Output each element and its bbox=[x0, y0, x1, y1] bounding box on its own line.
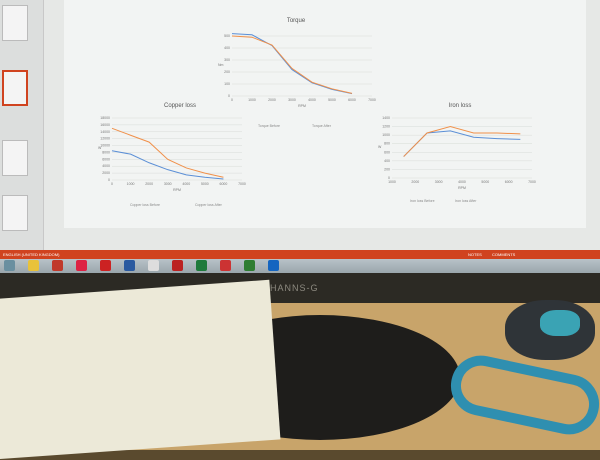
y-tick-label: 6000 bbox=[102, 157, 110, 161]
torque-legend-after: Torque After bbox=[312, 124, 331, 128]
x-tick-label: 4000 bbox=[458, 180, 466, 184]
excel-icon[interactable] bbox=[172, 260, 183, 271]
vivaldi-icon[interactable] bbox=[52, 260, 63, 271]
x-tick-label: 7000 bbox=[238, 182, 246, 186]
series-line-before bbox=[231, 33, 353, 95]
outlook-icon[interactable] bbox=[244, 260, 255, 271]
slide-thumbnails-pane[interactable] bbox=[0, 0, 44, 250]
y-axis-label: Nm bbox=[218, 63, 224, 67]
app-icon[interactable] bbox=[100, 260, 111, 271]
y-tick-label: 100 bbox=[224, 82, 230, 86]
y-tick-label: 400 bbox=[224, 46, 230, 50]
y-tick-label: 12000 bbox=[100, 137, 110, 141]
x-tick-label: 4000 bbox=[308, 98, 316, 102]
status-bar: ENGLISH (UNITED KINGDOM) NOTES COMMENTS bbox=[0, 250, 600, 259]
y-tick-label: 16000 bbox=[100, 123, 110, 127]
y-tick-label: 200 bbox=[224, 70, 230, 74]
x-tick-label: 3000 bbox=[164, 182, 172, 186]
x-tick-label: 6000 bbox=[220, 182, 228, 186]
y-tick-label: 18000 bbox=[100, 116, 110, 120]
y-tick-label: 8000 bbox=[102, 150, 110, 154]
y-tick-label: 1200 bbox=[382, 125, 390, 129]
x-axis-label: RPM bbox=[458, 186, 466, 190]
x-tick-label: 2000 bbox=[268, 98, 276, 102]
y-tick-label: 2000 bbox=[102, 171, 110, 175]
comments-button[interactable]: COMMENTS bbox=[492, 252, 516, 257]
y-axis-label: W bbox=[378, 145, 382, 149]
torque-chart-title: Torque bbox=[286, 18, 306, 24]
y-tick-label: 200 bbox=[384, 167, 390, 171]
slide-thumbnail[interactable] bbox=[2, 5, 28, 41]
language-indicator[interactable]: ENGLISH (UNITED KINGDOM) bbox=[3, 252, 60, 257]
iron-legend-after: Iron loss After bbox=[455, 199, 477, 203]
x-tick-label: 5000 bbox=[328, 98, 336, 102]
x-tick-label: 6000 bbox=[505, 180, 513, 184]
torque-legend-before: Torque Before bbox=[258, 124, 280, 128]
y-tick-label: 600 bbox=[384, 150, 390, 154]
iron-legend-before: Iron loss Before bbox=[410, 199, 435, 203]
copper-chart-title: Copper loss bbox=[163, 103, 196, 109]
y-tick-label: 1400 bbox=[382, 116, 390, 120]
x-tick-label: 5000 bbox=[201, 182, 209, 186]
iron-chart-title: Iron loss bbox=[448, 103, 472, 109]
x-tick-label: 7000 bbox=[528, 180, 536, 184]
x-tick-label: 2000 bbox=[145, 182, 153, 186]
y-tick-label: 14000 bbox=[100, 130, 110, 134]
y-tick-label: 300 bbox=[224, 58, 230, 62]
x-axis-label: RPM bbox=[173, 188, 181, 192]
y-tick-label: 4000 bbox=[102, 164, 110, 168]
series-line-before bbox=[111, 150, 224, 180]
app-icon[interactable] bbox=[148, 260, 159, 271]
x-tick-label: 5000 bbox=[481, 180, 489, 184]
start-icon[interactable] bbox=[4, 260, 15, 271]
acrobat-icon[interactable] bbox=[76, 260, 87, 271]
x-tick-label: 1000 bbox=[388, 180, 396, 184]
x-tick-label: 1000 bbox=[248, 98, 256, 102]
word-icon[interactable] bbox=[268, 260, 279, 271]
y-tick-label: 500 bbox=[224, 34, 230, 38]
app-icon[interactable] bbox=[220, 260, 231, 271]
printed-paper bbox=[0, 279, 281, 460]
y-axis-label: W bbox=[98, 146, 102, 150]
slide-thumbnail[interactable] bbox=[2, 195, 28, 231]
copper-legend-after: Copper loss After bbox=[195, 203, 222, 207]
series-line-after bbox=[231, 35, 353, 94]
x-tick-label: 7000 bbox=[368, 98, 376, 102]
y-tick-label: 0 bbox=[228, 94, 230, 98]
powerpoint-icon[interactable] bbox=[196, 260, 207, 271]
taskbar bbox=[0, 259, 600, 273]
slide-thumbnail[interactable] bbox=[2, 140, 28, 176]
x-axis-label: RPM bbox=[298, 104, 306, 108]
x-tick-label: 3000 bbox=[435, 180, 443, 184]
x-tick-label: 3000 bbox=[288, 98, 296, 102]
x-tick-label: 0 bbox=[231, 98, 233, 102]
monitor-screen: 0 100 200 300 400 500 0 1000 2000 3000 4000 5000 600… bbox=[0, 0, 600, 262]
slide-canvas[interactable] bbox=[64, 0, 586, 228]
y-tick-label: 0 bbox=[108, 178, 110, 182]
app-icon[interactable] bbox=[124, 260, 135, 271]
y-tick-label: 400 bbox=[384, 159, 390, 163]
monitor-brand-logo: HANNS-G bbox=[270, 283, 319, 293]
x-tick-label: 6000 bbox=[348, 98, 356, 102]
y-tick-label: 800 bbox=[384, 142, 390, 146]
x-tick-label: 0 bbox=[111, 182, 113, 186]
series-line-after bbox=[111, 127, 224, 178]
notes-button[interactable]: NOTES bbox=[468, 252, 482, 257]
y-tick-label: 0 bbox=[388, 176, 390, 180]
series-line-after bbox=[403, 126, 521, 157]
copper-legend-before: Copper loss Before bbox=[130, 203, 160, 207]
slide-thumbnail-selected[interactable] bbox=[2, 70, 28, 106]
x-tick-label: 1000 bbox=[127, 182, 135, 186]
x-tick-label: 4000 bbox=[182, 182, 190, 186]
y-tick-label: 10000 bbox=[100, 144, 110, 148]
x-tick-label: 2000 bbox=[411, 180, 419, 184]
mouse-top bbox=[540, 310, 580, 336]
chrome-icon[interactable] bbox=[28, 260, 39, 271]
y-tick-label: 1000 bbox=[382, 133, 390, 137]
